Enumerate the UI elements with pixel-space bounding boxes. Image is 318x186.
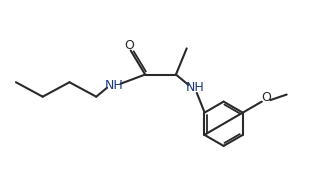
Text: O: O: [125, 39, 135, 52]
Text: NH: NH: [186, 81, 205, 94]
Text: NH: NH: [104, 79, 123, 92]
Text: O: O: [261, 92, 271, 104]
